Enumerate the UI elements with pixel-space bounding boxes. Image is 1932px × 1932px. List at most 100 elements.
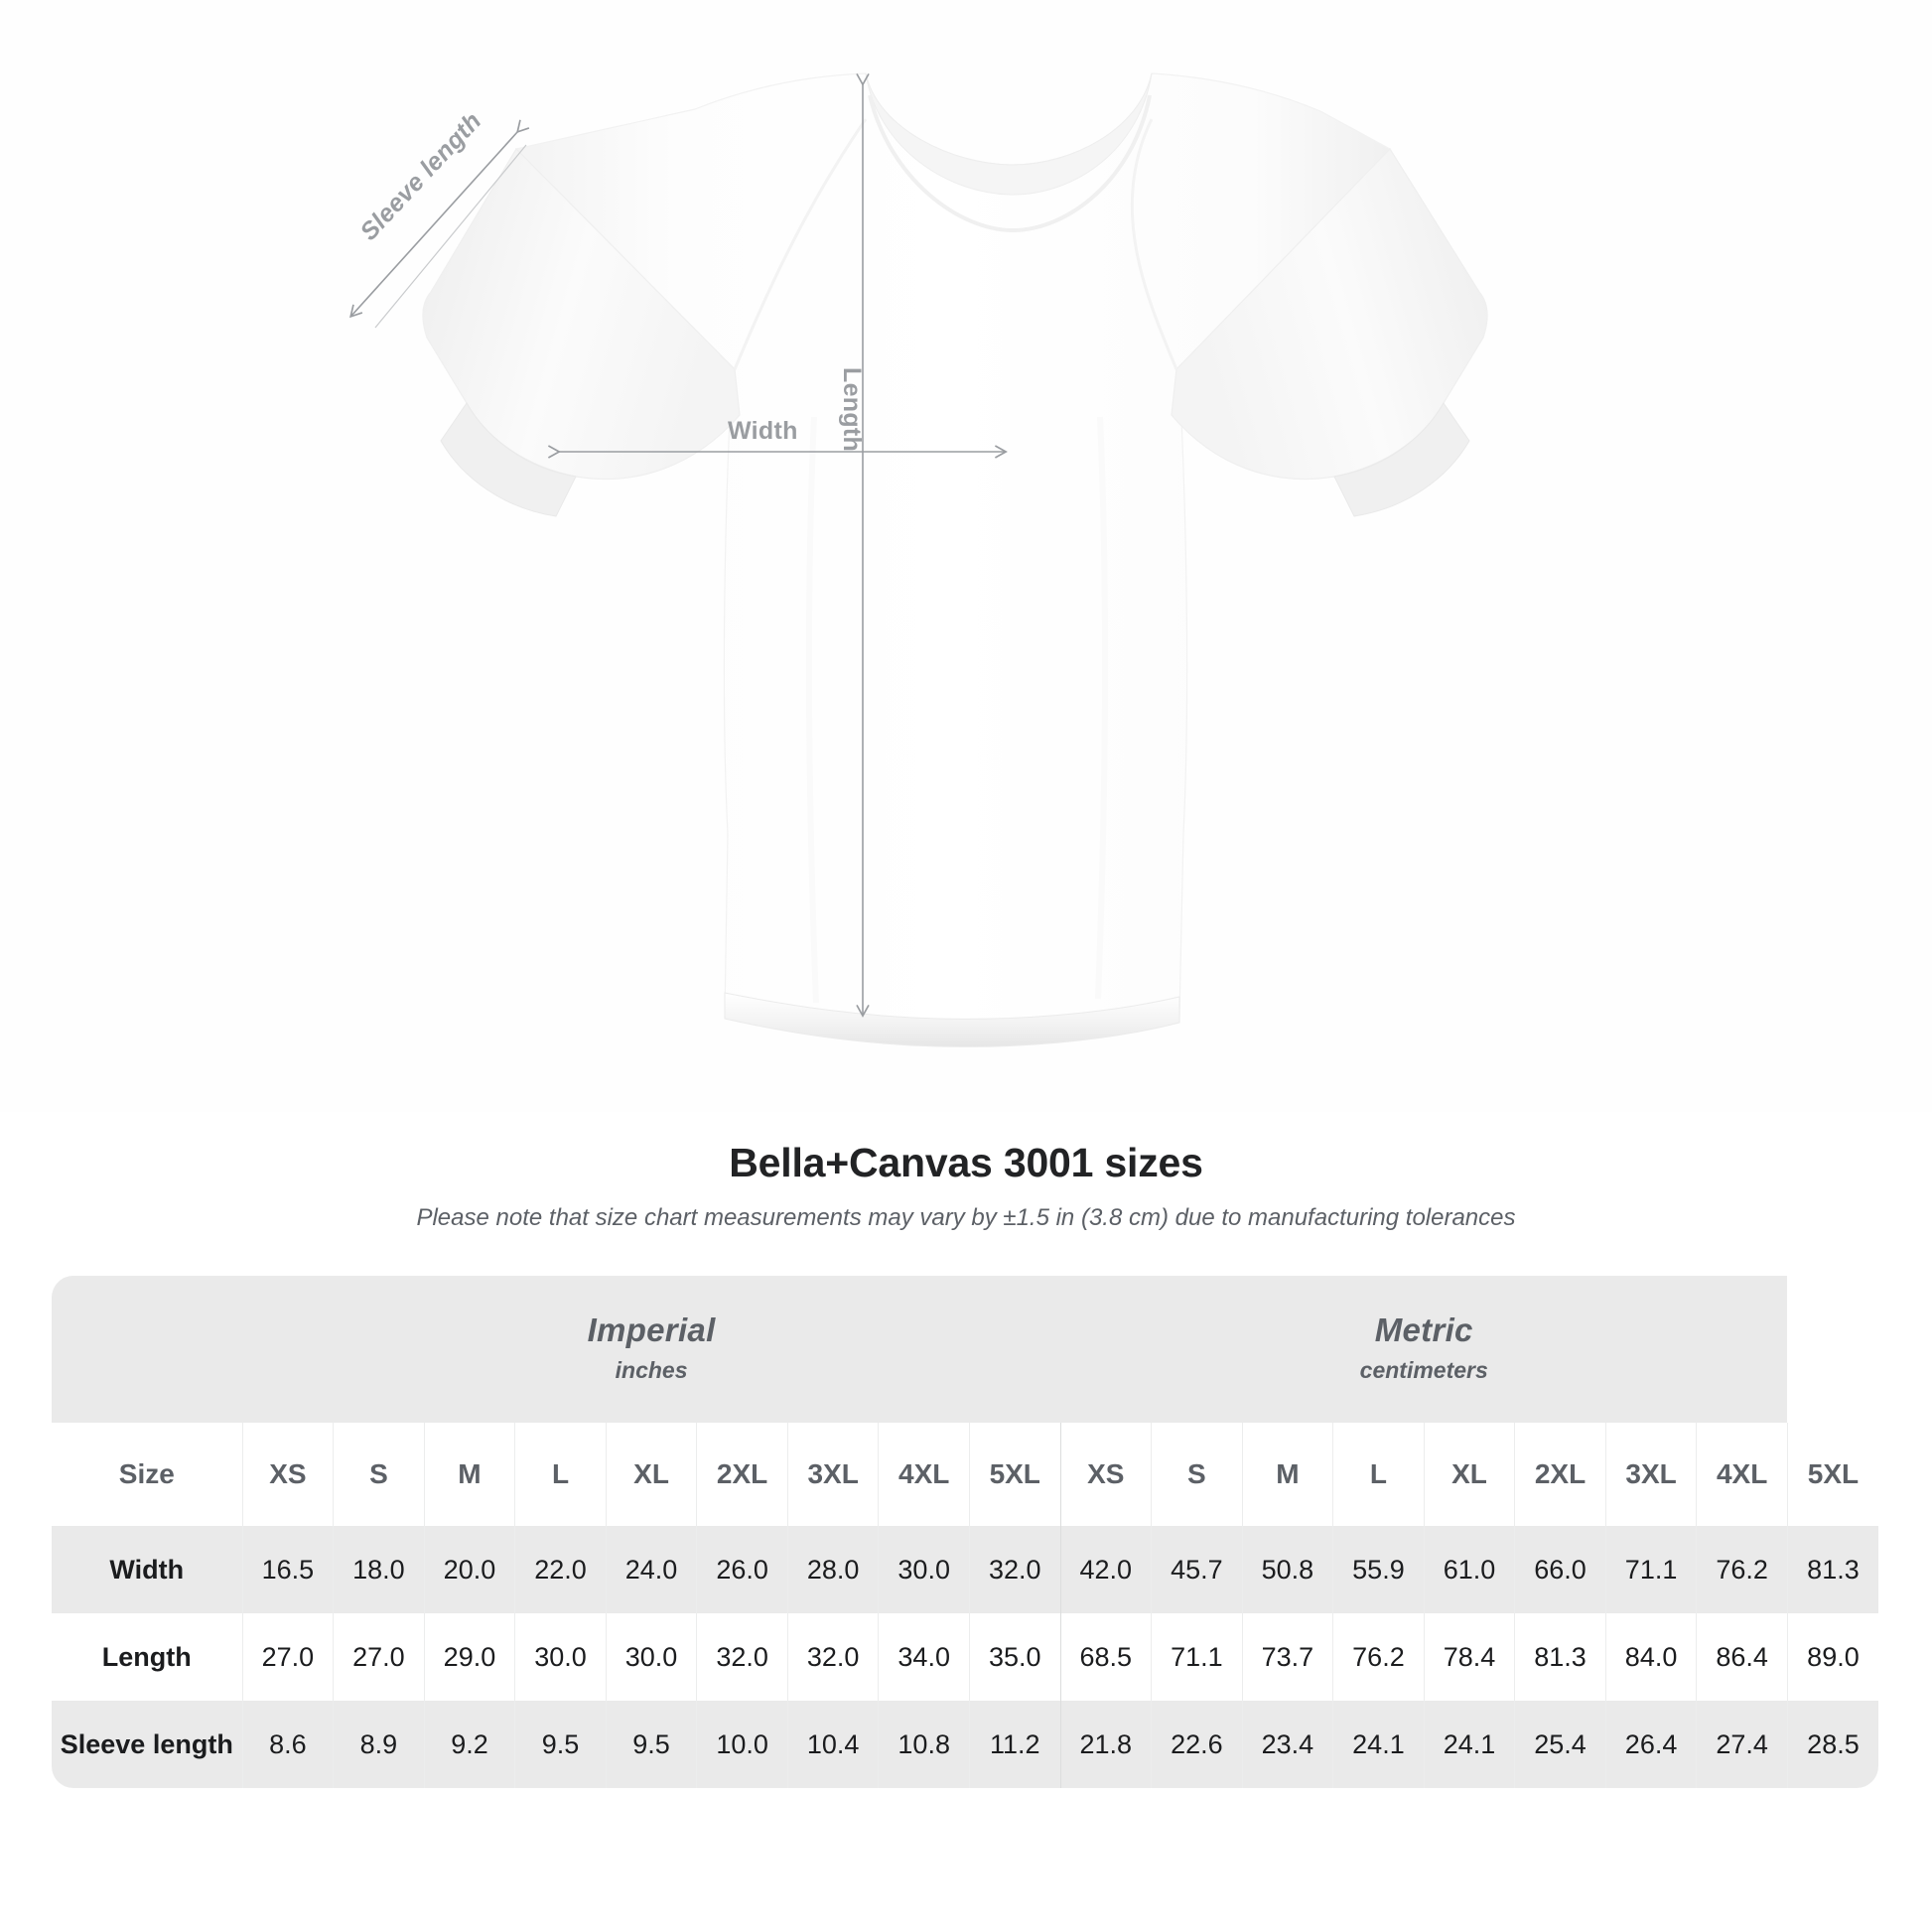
size-header-imperial-xl: XL — [606, 1423, 698, 1526]
cell-sleeve-imperial-xs: 8.6 — [242, 1701, 335, 1788]
cell-sleeve-imperial-3xl: 10.4 — [787, 1701, 880, 1788]
page-subtitle: Please note that size chart measurements… — [416, 1204, 1516, 1231]
cell-width-imperial-l: 22.0 — [514, 1526, 607, 1613]
width-dimension-label: Width — [728, 417, 798, 445]
cell-length-metric-l: 76.2 — [1332, 1613, 1425, 1701]
cell-sleeve-imperial-m: 9.2 — [424, 1701, 516, 1788]
cell-length-imperial-xl: 30.0 — [606, 1613, 698, 1701]
size-header-metric-m: M — [1242, 1423, 1334, 1526]
cell-width-metric-xl: 61.0 — [1424, 1526, 1516, 1613]
cell-width-metric-2xl: 66.0 — [1514, 1526, 1606, 1613]
cell-width-metric-4xl: 76.2 — [1696, 1526, 1788, 1613]
row-label-length: Length — [52, 1613, 243, 1701]
size-header-metric-2xl: 2XL — [1514, 1423, 1606, 1526]
tshirt-illustration: Sleeve length Length Width — [349, 72, 1488, 1047]
size-header-imperial-3xl: 3XL — [787, 1423, 880, 1526]
cell-sleeve-metric-m: 23.4 — [1242, 1701, 1334, 1788]
cell-length-metric-3xl: 84.0 — [1605, 1613, 1698, 1701]
sleeve-length-arrow — [349, 119, 530, 329]
cell-sleeve-metric-5xl: 28.5 — [1787, 1701, 1878, 1788]
cell-length-metric-xs: 68.5 — [1060, 1613, 1153, 1701]
size-header-imperial-m: M — [424, 1423, 516, 1526]
cell-sleeve-metric-3xl: 26.4 — [1605, 1701, 1698, 1788]
cell-length-imperial-2xl: 32.0 — [696, 1613, 788, 1701]
table-row: Width 16.5 18.0 20.0 22.0 24.0 26.0 28.0… — [52, 1526, 1878, 1613]
row-label-width: Width — [52, 1526, 243, 1613]
collar-shape — [865, 72, 1153, 233]
unit-banner-row: Imperial inches Metric centimeters — [52, 1276, 1878, 1423]
unit-metric-sub: centimeters — [1359, 1356, 1488, 1383]
cell-length-imperial-m: 29.0 — [424, 1613, 516, 1701]
size-header-metric-l: L — [1332, 1423, 1425, 1526]
row-label-sleeve-length: Sleeve length — [52, 1701, 243, 1788]
cell-width-metric-3xl: 71.1 — [1605, 1526, 1698, 1613]
cell-sleeve-metric-2xl: 25.4 — [1514, 1701, 1606, 1788]
cell-length-imperial-xs: 27.0 — [242, 1613, 335, 1701]
hem-shape — [724, 992, 1180, 1047]
cell-length-metric-m: 73.7 — [1242, 1613, 1334, 1701]
cell-width-metric-m: 50.8 — [1242, 1526, 1334, 1613]
size-table: Imperial inches Metric centimeters Size … — [52, 1276, 1878, 1788]
unit-imperial-sub: inches — [615, 1356, 688, 1383]
unit-metric-name: Metric — [1374, 1311, 1473, 1348]
cell-length-metric-xl: 78.4 — [1424, 1613, 1516, 1701]
cell-sleeve-imperial-4xl: 10.8 — [878, 1701, 970, 1788]
size-header-label: Size — [52, 1423, 243, 1526]
size-header-imperial-l: L — [514, 1423, 607, 1526]
page-title: Bella+Canvas 3001 sizes — [729, 1140, 1203, 1185]
size-header-row: Size XS S M L XL 2XL 3XL 4XL 5XL XS S M … — [52, 1423, 1878, 1526]
cell-sleeve-imperial-l: 9.5 — [514, 1701, 607, 1788]
right-shoulder-seam — [1130, 118, 1178, 370]
fabric-fold — [805, 416, 819, 1004]
size-header-imperial-2xl: 2XL — [696, 1423, 788, 1526]
cell-length-imperial-4xl: 34.0 — [878, 1613, 970, 1701]
cell-width-metric-l: 55.9 — [1332, 1526, 1425, 1613]
cell-length-imperial-5xl: 35.0 — [969, 1613, 1061, 1701]
cell-length-imperial-s: 27.0 — [333, 1613, 425, 1701]
fabric-fold — [1095, 416, 1109, 1000]
unit-group-metric: Metric centimeters — [1060, 1276, 1788, 1423]
cell-sleeve-metric-l: 24.1 — [1332, 1701, 1425, 1788]
table-row: Sleeve length 8.6 8.9 9.2 9.5 9.5 10.0 1… — [52, 1701, 1878, 1788]
cell-sleeve-metric-s: 22.6 — [1151, 1701, 1243, 1788]
shirt-body-shape — [514, 72, 1391, 1039]
size-header-imperial-5xl: 5XL — [969, 1423, 1061, 1526]
cell-sleeve-imperial-2xl: 10.0 — [696, 1701, 788, 1788]
cell-width-metric-xs: 42.0 — [1060, 1526, 1153, 1613]
size-header-metric-xl: XL — [1424, 1423, 1516, 1526]
cell-width-metric-s: 45.7 — [1151, 1526, 1243, 1613]
cell-sleeve-imperial-s: 8.9 — [333, 1701, 425, 1788]
cell-width-imperial-5xl: 32.0 — [969, 1526, 1061, 1613]
left-shoulder-seam — [733, 118, 868, 370]
right-sleeve-shape — [1171, 148, 1488, 517]
cell-sleeve-imperial-5xl: 11.2 — [969, 1701, 1061, 1788]
size-header-imperial-xs: XS — [242, 1423, 335, 1526]
cell-sleeve-metric-xl: 24.1 — [1424, 1701, 1516, 1788]
cell-width-imperial-2xl: 26.0 — [696, 1526, 788, 1613]
unit-imperial-name: Imperial — [587, 1311, 716, 1348]
size-header-metric-s: S — [1151, 1423, 1243, 1526]
cell-length-metric-s: 71.1 — [1151, 1613, 1243, 1701]
cell-sleeve-imperial-xl: 9.5 — [606, 1701, 698, 1788]
cell-length-imperial-l: 30.0 — [514, 1613, 607, 1701]
cell-sleeve-metric-4xl: 27.4 — [1696, 1701, 1788, 1788]
cell-width-imperial-3xl: 28.0 — [787, 1526, 880, 1613]
table-row: Length 27.0 27.0 29.0 30.0 30.0 32.0 32.… — [52, 1613, 1878, 1701]
size-table-container: Imperial inches Metric centimeters Size … — [52, 1276, 1878, 1788]
tshirt-graphic — [349, 72, 1488, 1047]
size-header-metric-4xl: 4XL — [1696, 1423, 1788, 1526]
cell-length-metric-5xl: 89.0 — [1787, 1613, 1878, 1701]
unit-banner-spacer — [52, 1276, 243, 1423]
cell-width-imperial-xs: 16.5 — [242, 1526, 335, 1613]
cell-sleeve-metric-xs: 21.8 — [1060, 1701, 1153, 1788]
size-header-metric-xs: XS — [1060, 1423, 1153, 1526]
size-header-metric-5xl: 5XL — [1787, 1423, 1878, 1526]
size-header-imperial-4xl: 4XL — [878, 1423, 970, 1526]
cell-width-imperial-s: 18.0 — [333, 1526, 425, 1613]
cell-width-metric-5xl: 81.3 — [1787, 1526, 1878, 1613]
length-dimension-label: Length — [838, 367, 866, 453]
size-header-imperial-s: S — [333, 1423, 425, 1526]
unit-group-imperial: Imperial inches — [242, 1276, 1061, 1423]
cell-width-imperial-xl: 24.0 — [606, 1526, 698, 1613]
